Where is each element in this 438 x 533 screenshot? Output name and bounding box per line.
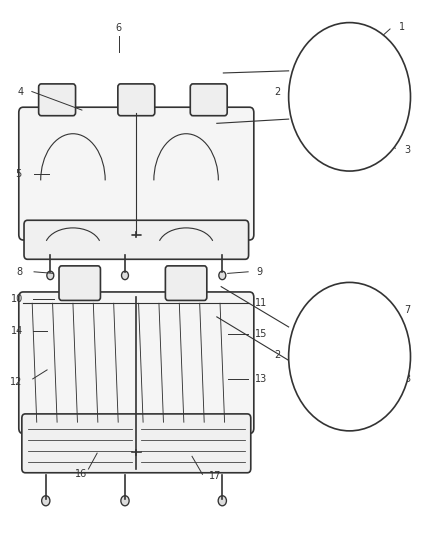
Text: 10: 10 bbox=[11, 294, 23, 304]
Circle shape bbox=[121, 496, 129, 506]
Text: 11: 11 bbox=[255, 297, 267, 308]
FancyBboxPatch shape bbox=[166, 266, 207, 301]
Text: 1: 1 bbox=[399, 22, 405, 32]
Circle shape bbox=[47, 271, 54, 280]
Text: 14: 14 bbox=[11, 326, 23, 336]
Circle shape bbox=[121, 271, 128, 280]
Text: 9: 9 bbox=[256, 267, 262, 277]
Text: 13: 13 bbox=[255, 374, 267, 384]
Text: 15: 15 bbox=[255, 329, 268, 340]
FancyBboxPatch shape bbox=[24, 220, 249, 259]
Text: 4: 4 bbox=[18, 86, 24, 96]
FancyBboxPatch shape bbox=[19, 107, 254, 240]
Circle shape bbox=[289, 22, 410, 171]
FancyBboxPatch shape bbox=[190, 84, 227, 116]
Circle shape bbox=[218, 496, 226, 506]
Text: 2: 2 bbox=[275, 86, 281, 96]
Text: 3: 3 bbox=[404, 374, 410, 384]
Circle shape bbox=[289, 282, 410, 431]
Ellipse shape bbox=[327, 315, 378, 351]
Text: 3: 3 bbox=[404, 145, 410, 155]
Text: 12: 12 bbox=[11, 377, 23, 387]
Circle shape bbox=[42, 496, 50, 506]
FancyBboxPatch shape bbox=[22, 414, 251, 473]
FancyBboxPatch shape bbox=[312, 47, 388, 99]
Text: 7: 7 bbox=[404, 305, 410, 315]
FancyBboxPatch shape bbox=[39, 84, 75, 116]
Text: 6: 6 bbox=[116, 23, 122, 33]
Text: 8: 8 bbox=[17, 267, 23, 277]
FancyBboxPatch shape bbox=[118, 84, 155, 116]
Text: 5: 5 bbox=[16, 169, 22, 179]
Circle shape bbox=[219, 271, 226, 280]
FancyBboxPatch shape bbox=[59, 266, 100, 301]
FancyBboxPatch shape bbox=[19, 292, 254, 433]
Text: 2: 2 bbox=[275, 350, 281, 360]
Text: 16: 16 bbox=[75, 470, 87, 479]
Text: 17: 17 bbox=[208, 471, 221, 481]
